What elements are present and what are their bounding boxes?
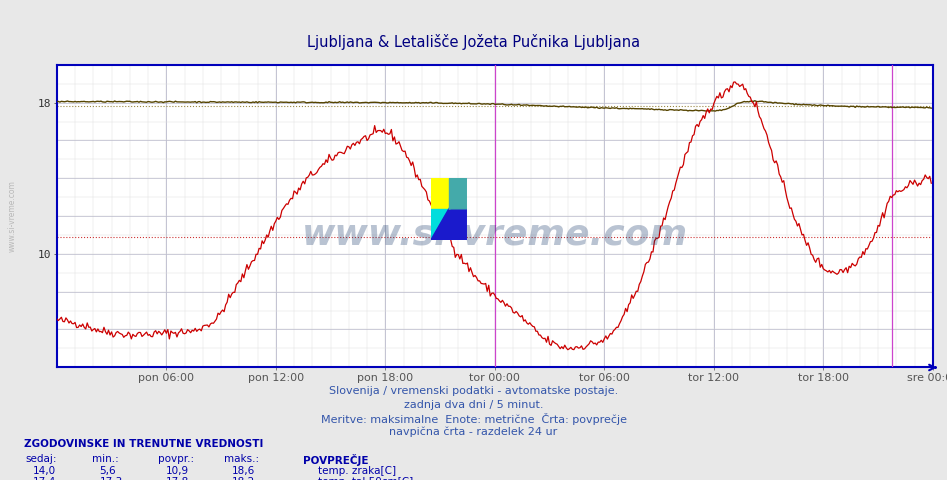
Text: www.si-vreme.com: www.si-vreme.com bbox=[8, 180, 17, 252]
Text: min.:: min.: bbox=[92, 454, 118, 464]
Text: povpr.:: povpr.: bbox=[158, 454, 194, 464]
Text: www.si-vreme.com: www.si-vreme.com bbox=[302, 217, 688, 251]
Polygon shape bbox=[431, 209, 449, 240]
Text: 17,4: 17,4 bbox=[33, 477, 57, 480]
Polygon shape bbox=[431, 209, 467, 240]
Text: 18,6: 18,6 bbox=[232, 466, 256, 476]
Text: 14,0: 14,0 bbox=[33, 466, 56, 476]
Bar bbox=[431, 178, 449, 209]
Text: Ljubljana & Letališče Jožeta Pučnika Ljubljana: Ljubljana & Letališče Jožeta Pučnika Lju… bbox=[307, 35, 640, 50]
Text: ZGODOVINSKE IN TRENUTNE VREDNOSTI: ZGODOVINSKE IN TRENUTNE VREDNOSTI bbox=[24, 439, 263, 449]
Polygon shape bbox=[449, 178, 467, 209]
Text: 5,6: 5,6 bbox=[99, 466, 116, 476]
Text: Slovenija / vremenski podatki - avtomatske postaje.: Slovenija / vremenski podatki - avtomats… bbox=[329, 386, 618, 396]
Text: 17,8: 17,8 bbox=[166, 477, 189, 480]
Text: temp. zraka[C]: temp. zraka[C] bbox=[318, 466, 396, 476]
Text: temp. tal 50cm[C]: temp. tal 50cm[C] bbox=[318, 477, 414, 480]
Text: sedaj:: sedaj: bbox=[26, 454, 57, 464]
Text: 10,9: 10,9 bbox=[166, 466, 188, 476]
Text: Meritve: maksimalne  Enote: metrične  Črta: povprečje: Meritve: maksimalne Enote: metrične Črta… bbox=[320, 413, 627, 425]
Text: 18,2: 18,2 bbox=[232, 477, 256, 480]
Text: POVPREČJE: POVPREČJE bbox=[303, 454, 368, 466]
Text: navpična črta - razdelek 24 ur: navpična črta - razdelek 24 ur bbox=[389, 427, 558, 437]
Text: 17,3: 17,3 bbox=[99, 477, 123, 480]
Text: zadnja dva dni / 5 minut.: zadnja dva dni / 5 minut. bbox=[403, 400, 544, 410]
Text: maks.:: maks.: bbox=[224, 454, 259, 464]
Polygon shape bbox=[449, 178, 467, 209]
